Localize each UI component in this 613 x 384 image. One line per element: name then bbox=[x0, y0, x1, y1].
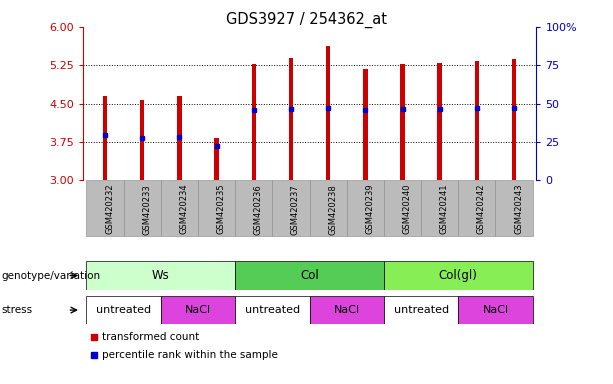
Bar bbox=[198, 180, 235, 236]
Bar bbox=[86, 296, 161, 324]
Text: stress: stress bbox=[1, 305, 32, 315]
Bar bbox=[140, 99, 145, 180]
Bar bbox=[86, 180, 124, 236]
Bar bbox=[310, 180, 347, 236]
Text: GSM420237: GSM420237 bbox=[291, 184, 300, 235]
Bar bbox=[384, 296, 459, 324]
Bar bbox=[235, 296, 310, 324]
Bar bbox=[235, 261, 384, 290]
Bar bbox=[474, 61, 479, 180]
Bar bbox=[161, 296, 235, 324]
Text: untreated: untreated bbox=[394, 305, 449, 315]
Text: GSM420233: GSM420233 bbox=[142, 184, 151, 235]
Bar bbox=[161, 180, 198, 236]
Bar bbox=[310, 296, 384, 324]
Text: GSM420234: GSM420234 bbox=[180, 184, 188, 235]
Text: Col: Col bbox=[300, 269, 319, 282]
Text: Col(gl): Col(gl) bbox=[439, 269, 478, 282]
Text: GDS3927 / 254362_at: GDS3927 / 254362_at bbox=[226, 12, 387, 28]
Bar bbox=[103, 96, 107, 180]
Bar bbox=[384, 261, 533, 290]
Bar bbox=[177, 96, 181, 180]
Bar bbox=[384, 180, 421, 236]
Text: percentile rank within the sample: percentile rank within the sample bbox=[102, 350, 278, 360]
Bar bbox=[86, 261, 235, 290]
Bar bbox=[495, 180, 533, 236]
Bar bbox=[400, 64, 405, 180]
Text: NaCl: NaCl bbox=[185, 305, 211, 315]
Text: transformed count: transformed count bbox=[102, 332, 200, 342]
Bar bbox=[215, 139, 219, 180]
Bar bbox=[272, 180, 310, 236]
Bar bbox=[347, 180, 384, 236]
Text: GSM420241: GSM420241 bbox=[440, 184, 449, 234]
Text: GSM420240: GSM420240 bbox=[403, 184, 411, 234]
Bar bbox=[251, 64, 256, 180]
Text: GSM420238: GSM420238 bbox=[328, 184, 337, 235]
Text: NaCl: NaCl bbox=[482, 305, 509, 315]
Bar bbox=[326, 46, 330, 180]
Text: untreated: untreated bbox=[96, 305, 151, 315]
Bar bbox=[459, 296, 533, 324]
Bar bbox=[124, 180, 161, 236]
Text: GSM420242: GSM420242 bbox=[477, 184, 486, 234]
Text: GSM420236: GSM420236 bbox=[254, 184, 263, 235]
Bar bbox=[363, 69, 368, 180]
Text: Ws: Ws bbox=[152, 269, 170, 282]
Text: GSM420239: GSM420239 bbox=[365, 184, 375, 235]
Text: genotype/variation: genotype/variation bbox=[1, 270, 101, 281]
Text: untreated: untreated bbox=[245, 305, 300, 315]
Text: GSM420232: GSM420232 bbox=[105, 184, 114, 235]
Bar bbox=[512, 59, 516, 180]
Text: GSM420235: GSM420235 bbox=[216, 184, 226, 235]
Bar bbox=[421, 180, 459, 236]
Bar bbox=[438, 63, 442, 180]
Text: NaCl: NaCl bbox=[333, 305, 360, 315]
Bar bbox=[459, 180, 495, 236]
Bar bbox=[289, 58, 293, 180]
Bar bbox=[235, 180, 272, 236]
Text: GSM420243: GSM420243 bbox=[514, 184, 523, 235]
